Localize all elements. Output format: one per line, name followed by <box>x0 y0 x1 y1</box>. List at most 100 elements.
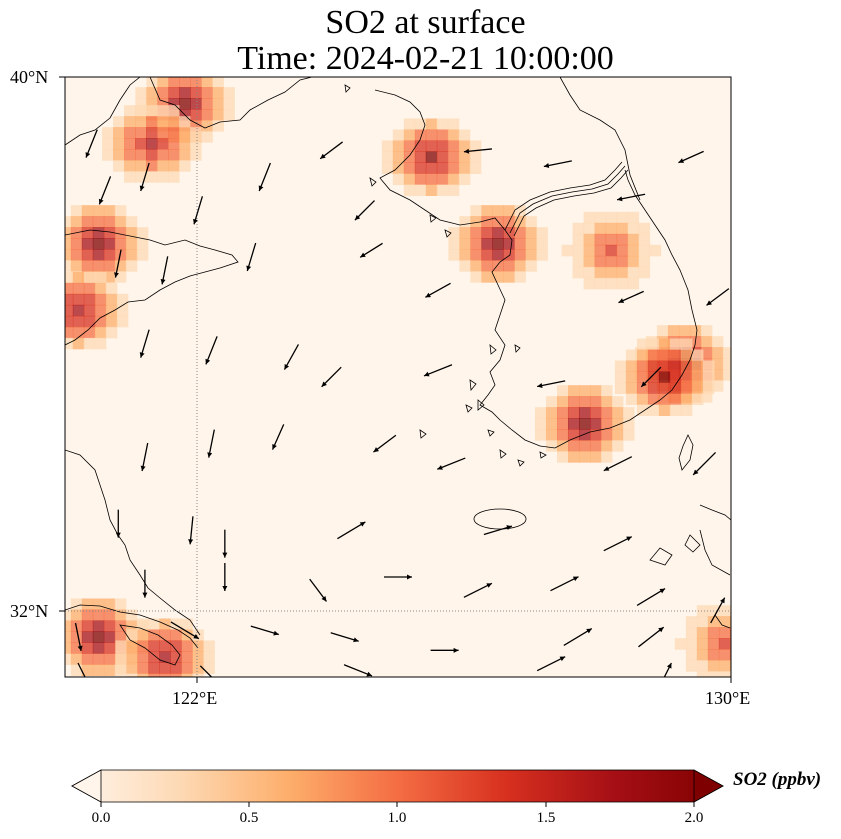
so2-cell <box>81 205 94 217</box>
so2-cell <box>436 118 449 130</box>
so2-cell <box>638 244 651 257</box>
so2-cell <box>65 315 74 328</box>
so2-cell <box>752 616 764 628</box>
so2-cell <box>636 349 649 361</box>
so2-cell <box>447 173 460 185</box>
so2-cell <box>647 382 660 394</box>
so2-cell <box>113 149 125 161</box>
so2-cell <box>83 271 96 284</box>
so2-cell <box>625 371 638 383</box>
so2-cell <box>685 649 698 661</box>
so2-cell <box>392 173 405 185</box>
so2-cell <box>192 662 204 674</box>
so2-cell <box>72 326 85 339</box>
so2-cell <box>81 664 94 676</box>
so2-cell <box>459 227 471 239</box>
so2-cell <box>159 685 171 697</box>
so2-cell <box>680 393 693 405</box>
so2-cell <box>425 129 438 141</box>
so2-cell <box>514 205 526 217</box>
so2-cell <box>103 631 116 643</box>
so2-cell <box>572 222 585 235</box>
so2-cell <box>392 151 405 163</box>
so2-cell <box>72 304 85 317</box>
so2-cell <box>146 127 158 139</box>
so2-cell <box>81 631 94 643</box>
so2-cell <box>403 184 416 196</box>
so2-cell <box>203 651 215 663</box>
so2-cell <box>181 651 193 663</box>
so2-cell <box>691 393 704 405</box>
so2-cell <box>470 227 482 239</box>
so2-cell <box>729 627 731 639</box>
so2-cell <box>125 216 138 228</box>
so2-cell <box>647 393 660 405</box>
so2-cell <box>425 173 438 185</box>
so2-cell <box>525 249 537 261</box>
so2-cell <box>157 105 169 117</box>
so2-cell <box>159 629 171 641</box>
so2-cell <box>649 244 662 257</box>
so2-cell <box>81 260 94 272</box>
so2-cell <box>459 260 471 272</box>
so2-cell <box>115 651 127 663</box>
wind-arrow <box>463 148 492 154</box>
wind-arrow <box>618 290 644 304</box>
so2-cell <box>124 171 136 183</box>
so2-cell <box>729 638 731 650</box>
so2-cell <box>503 227 515 239</box>
so2-cell <box>94 304 107 317</box>
so2-cell <box>126 629 138 641</box>
wind-arrow <box>536 656 566 672</box>
so2-cell <box>636 360 649 372</box>
so2-cell <box>696 627 709 639</box>
so2-cell <box>583 222 596 235</box>
so2-cell <box>638 266 651 279</box>
so2-cell <box>611 418 624 430</box>
so2-cell <box>65 642 72 654</box>
so2-cell <box>83 282 96 295</box>
wind-arrow <box>309 578 328 602</box>
so2-cell <box>92 227 105 239</box>
wind-arrow <box>636 588 666 606</box>
wind-arrow <box>603 456 633 472</box>
so2-cell <box>696 671 709 677</box>
so2-cell <box>168 116 180 128</box>
so2-cell <box>70 642 83 654</box>
so2-cell <box>729 616 731 628</box>
so2-cell <box>741 649 753 661</box>
so2-cell <box>729 671 731 677</box>
so2-cell <box>718 605 731 617</box>
so2-cell <box>65 620 72 632</box>
so2-cell <box>65 249 72 261</box>
wind-arrow <box>543 160 572 168</box>
so2-cell <box>567 385 580 397</box>
so2-cell <box>481 249 493 261</box>
so2-cell <box>124 149 136 161</box>
so2-cell <box>157 116 169 128</box>
so2-cell <box>470 205 482 217</box>
so2-cell <box>181 629 193 641</box>
so2-cell <box>70 664 83 676</box>
so2-cell <box>136 227 149 239</box>
so2-cell <box>168 98 180 110</box>
so2-cell <box>170 651 182 663</box>
so2-cell <box>146 138 158 150</box>
so2-cell <box>105 326 118 339</box>
so2-cell <box>722 369 731 381</box>
so2-cell <box>583 255 596 268</box>
so2-cell <box>168 171 180 183</box>
colorbar-tick-1: 0.5 <box>239 810 259 826</box>
so2-cell <box>481 227 493 239</box>
so2-cell <box>636 393 649 405</box>
so2-cell <box>578 407 591 419</box>
so2-cell <box>600 418 613 430</box>
so2-cell <box>534 429 547 441</box>
so2-cell <box>616 211 629 224</box>
so2-cell <box>102 138 114 150</box>
lat-label-40n: 40°N <box>10 67 49 87</box>
wind-arrow <box>483 525 513 536</box>
so2-cell <box>611 440 624 452</box>
so2-cell <box>181 673 193 677</box>
lat-label-32n: 32°N <box>10 601 49 621</box>
